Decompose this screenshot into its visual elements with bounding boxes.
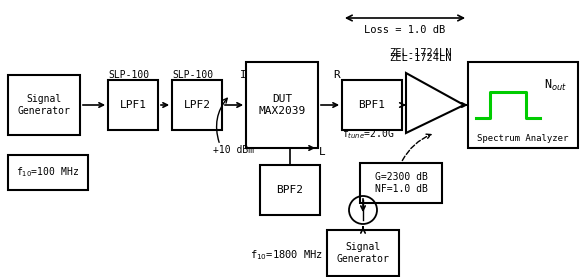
Text: DUT
MAX2039: DUT MAX2039 [259, 94, 305, 116]
Bar [108, 80, 158, 130]
Bar [360, 163, 442, 203]
Bar [468, 62, 578, 148]
Text: SLP-100: SLP-100 [172, 70, 213, 80]
Text: SLP-100: SLP-100 [108, 70, 149, 80]
Text: R: R [333, 70, 340, 80]
Text: f$_{10}$=100 MHz: f$_{10}$=100 MHz [16, 166, 80, 179]
Text: Signal
Generator: Signal Generator [18, 94, 70, 116]
Text: f$_{tune}$=2.0G: f$_{tune}$=2.0G [342, 127, 394, 141]
Bar [172, 80, 222, 130]
Text: LPF1: LPF1 [119, 100, 146, 110]
Bar [260, 165, 320, 215]
Text: N$_{out}$: N$_{out}$ [543, 78, 566, 93]
Text: G=2300 dB
NF=1.0 dB: G=2300 dB NF=1.0 dB [374, 172, 428, 194]
Bar [327, 230, 399, 276]
Text: LPF2: LPF2 [184, 100, 211, 110]
Text: f$_{10}$=1800 MHz: f$_{10}$=1800 MHz [250, 248, 323, 262]
Text: L: L [319, 147, 325, 157]
Text: BPF1: BPF1 [359, 100, 386, 110]
Text: Loss = 1.0 dB: Loss = 1.0 dB [364, 25, 446, 35]
Text: ZEL-1724LN: ZEL-1724LN [389, 48, 451, 58]
Text: ZEL-1724LN: ZEL-1724LN [389, 53, 451, 63]
Text: +10 dBm: +10 dBm [213, 145, 254, 155]
Bar [246, 62, 318, 148]
Text: I: I [240, 70, 246, 80]
Bar [342, 80, 402, 130]
Text: BPF2: BPF2 [277, 185, 304, 195]
Bar [8, 75, 80, 135]
Text: Signal
Generator: Signal Generator [336, 242, 390, 264]
Text: Spectrum Analyzer: Spectrum Analyzer [477, 134, 569, 143]
Bar [8, 155, 88, 190]
